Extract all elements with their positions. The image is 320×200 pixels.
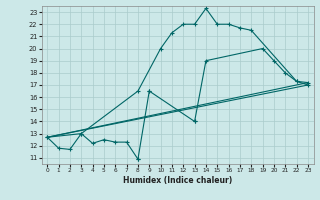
X-axis label: Humidex (Indice chaleur): Humidex (Indice chaleur) xyxy=(123,176,232,185)
